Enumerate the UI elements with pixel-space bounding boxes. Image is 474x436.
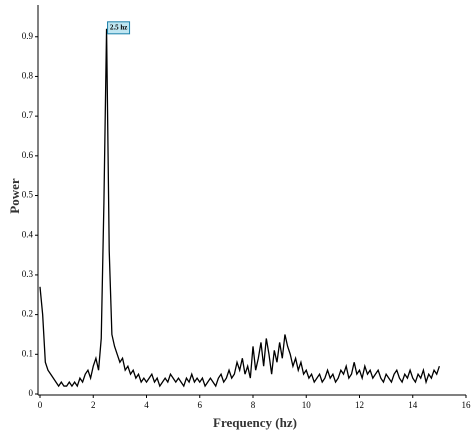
y-tick-label: 0.6 <box>22 150 34 160</box>
annotation-box <box>107 21 131 35</box>
y-tick-label: 0.5 <box>22 190 34 200</box>
x-tick-label: 4 <box>144 400 149 410</box>
y-tick-label: 0.8 <box>22 71 34 81</box>
line <box>39 28 440 388</box>
x-tick-label: 8 <box>251 400 256 410</box>
x-tick-label: 6 <box>198 400 203 410</box>
x-axis-label: Frequency (hz) <box>213 415 297 430</box>
x-tick-label: 12 <box>355 400 364 410</box>
y-axis-label: Power <box>7 178 22 214</box>
x-tick-label: 14 <box>408 400 418 410</box>
x-tick-label: 16 <box>462 400 472 410</box>
y-tick-label: 0.4 <box>22 229 34 239</box>
y-tick-label: 0.2 <box>22 309 33 319</box>
y-tick-label: 0.3 <box>22 269 34 279</box>
annotation: 2.5 hz <box>110 23 128 31</box>
x-tick-label: 0 <box>38 400 43 410</box>
x-tick-label: 2 <box>91 400 96 410</box>
y-tick-label: 0.7 <box>22 110 34 120</box>
y-tick-label: 0.1 <box>22 348 33 358</box>
y-tick-label: 0 <box>29 388 34 398</box>
y-tick-label: 0.9 <box>22 31 34 41</box>
x-tick-label: 10 <box>302 400 312 410</box>
